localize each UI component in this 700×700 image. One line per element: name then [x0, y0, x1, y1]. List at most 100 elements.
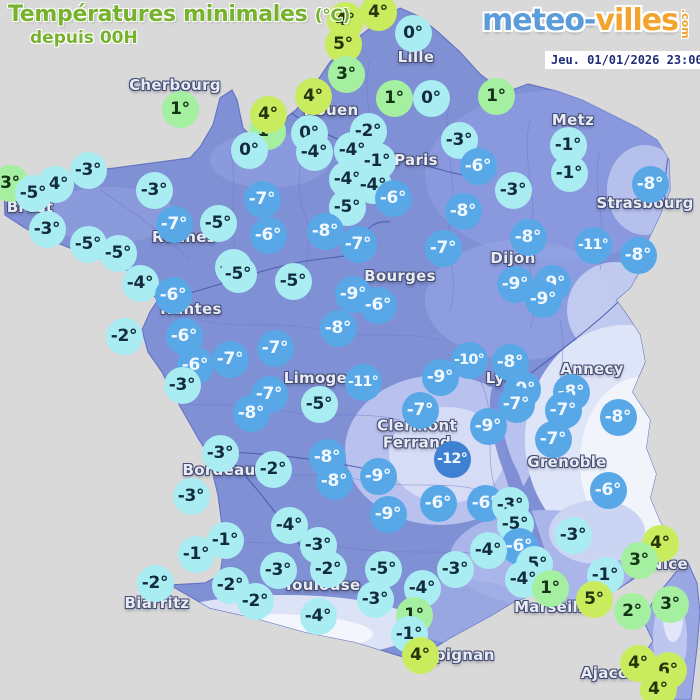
page-title: Températures minimales (°C) — [8, 2, 350, 27]
city-label: Annecy — [560, 359, 624, 378]
temp-bubble: -2° — [236, 582, 274, 620]
temp-bubble: -3° — [494, 171, 532, 209]
temp-bubble: -8° — [315, 462, 353, 500]
temp-bubble: -2° — [309, 550, 347, 588]
temp-bubble: -6° — [459, 147, 497, 185]
temp-bubble: -9° — [469, 407, 507, 445]
temp-bubble: -3° — [554, 516, 592, 554]
temp-bubble: 4° — [359, 0, 397, 31]
temp-bubble: -5° — [14, 174, 52, 212]
temp-bubble: -7° — [243, 180, 281, 218]
meteo-villes-logo[interactable]: meteo- villes .com — [482, 3, 692, 39]
temp-bubble: -4° — [469, 531, 507, 569]
temp-bubble: 1° — [477, 77, 515, 115]
temp-bubble: -3° — [172, 477, 210, 515]
temp-bubble: -7° — [155, 205, 193, 243]
temp-bubble: -6° — [249, 216, 287, 254]
logo-part-blue: meteo- — [482, 3, 596, 38]
temp-bubble: 3° — [327, 55, 365, 93]
logo-domain-suffix: .com — [679, 9, 692, 39]
temp-bubble: -8° — [306, 212, 344, 250]
temp-bubble: -3° — [356, 580, 394, 618]
temp-bubble: -5° — [300, 385, 338, 423]
timestamp-banner: Jeu. 01/01/2026 23:00 — [545, 51, 700, 69]
temp-bubble: -3° — [436, 550, 474, 588]
city-label: Limoges — [283, 368, 357, 387]
temp-bubble: -9° — [524, 280, 562, 318]
temp-bubble: -9° — [369, 495, 407, 533]
temp-bubble: 0° — [412, 79, 450, 117]
temp-bubble: -5° — [99, 234, 137, 272]
temp-bubble: -3° — [259, 551, 297, 589]
temp-bubble: 1° — [375, 79, 413, 117]
temp-bubble: -8° — [619, 236, 657, 274]
city-label: Bourges — [364, 266, 436, 285]
temp-bubble: -5° — [219, 255, 257, 293]
temp-bubble: -8° — [509, 218, 547, 256]
temp-bubble: -10° — [450, 341, 488, 379]
temp-bubble: -3° — [135, 171, 173, 209]
temp-bubble: -8° — [319, 309, 357, 347]
temp-bubble: -4° — [121, 264, 159, 302]
temp-bubble: -6° — [589, 471, 627, 509]
temp-bubble: 4° — [249, 95, 287, 133]
temp-bubble: -8° — [631, 165, 669, 203]
logo-part-orange: villes — [595, 3, 679, 38]
temp-bubble: 5° — [324, 25, 362, 63]
temp-bubble: -11° — [344, 363, 382, 401]
temp-bubble: -7° — [339, 225, 377, 263]
city-label: Paris — [394, 150, 438, 169]
temp-bubble: -1° — [206, 521, 244, 559]
temp-bubble: -7° — [424, 229, 462, 267]
temp-bubble: 4° — [401, 636, 439, 674]
temp-bubble: -8° — [232, 394, 270, 432]
temp-bubble: 5° — [575, 580, 613, 618]
temp-bubble: -4° — [299, 597, 337, 635]
temp-bubble: -9° — [359, 457, 397, 495]
temp-bubble: -3° — [440, 121, 478, 159]
temp-bubble: -6° — [374, 179, 412, 217]
temp-bubble: -3° — [69, 151, 107, 189]
temp-bubble: -9° — [421, 358, 459, 396]
temp-bubble: -5° — [274, 262, 312, 300]
temp-bubble: -12° — [433, 440, 471, 478]
temp-bubble: -3° — [28, 210, 66, 248]
temp-bubble: -2° — [105, 317, 143, 355]
city-label: Strasbourg — [596, 193, 694, 212]
city-label: Grenoble — [527, 452, 607, 471]
temp-bubble: -1° — [177, 535, 215, 573]
temp-bubble: 4° — [639, 670, 677, 700]
temp-bubble: -8° — [444, 192, 482, 230]
temp-bubble: 1° — [531, 569, 569, 607]
city-label: Metz — [551, 110, 595, 129]
temp-bubble: -7° — [401, 391, 439, 429]
temp-bubble: 3° — [651, 585, 689, 623]
city-label: Cherbourg — [129, 75, 221, 94]
temp-bubble: -8° — [599, 398, 637, 436]
page-title-text: Températures minimales — [8, 2, 308, 27]
temp-bubble: -6° — [154, 276, 192, 314]
temp-bubble: -2° — [136, 564, 174, 602]
temp-bubble: -1° — [549, 126, 587, 164]
timestamp-text: Jeu. 01/01/2026 23:00 — [551, 53, 700, 67]
city-label: Marseille — [514, 597, 594, 616]
temp-bubble: -4° — [295, 133, 333, 171]
temp-bubble: 1° — [161, 90, 199, 128]
temp-bubble: -6° — [419, 484, 457, 522]
temp-bubble: 0° — [394, 14, 432, 52]
temp-bubble: -2° — [254, 450, 292, 488]
temp-bubble: 4° — [294, 77, 332, 115]
page-title-unit: (°C) — [314, 6, 351, 26]
page-subtitle: depuis 00H — [30, 28, 138, 48]
temp-bubble: -1° — [550, 154, 588, 192]
temp-bubble: -11° — [574, 226, 612, 264]
temp-bubble: -3° — [163, 366, 201, 404]
temp-bubble: 3° — [620, 541, 658, 579]
temp-bubble: -7° — [534, 420, 572, 458]
city-label: Lille — [397, 47, 435, 66]
temp-bubble: -4° — [270, 506, 308, 544]
temp-bubble: -7° — [211, 340, 249, 378]
temp-bubble: 2° — [613, 592, 651, 630]
temp-bubble: -7° — [256, 329, 294, 367]
